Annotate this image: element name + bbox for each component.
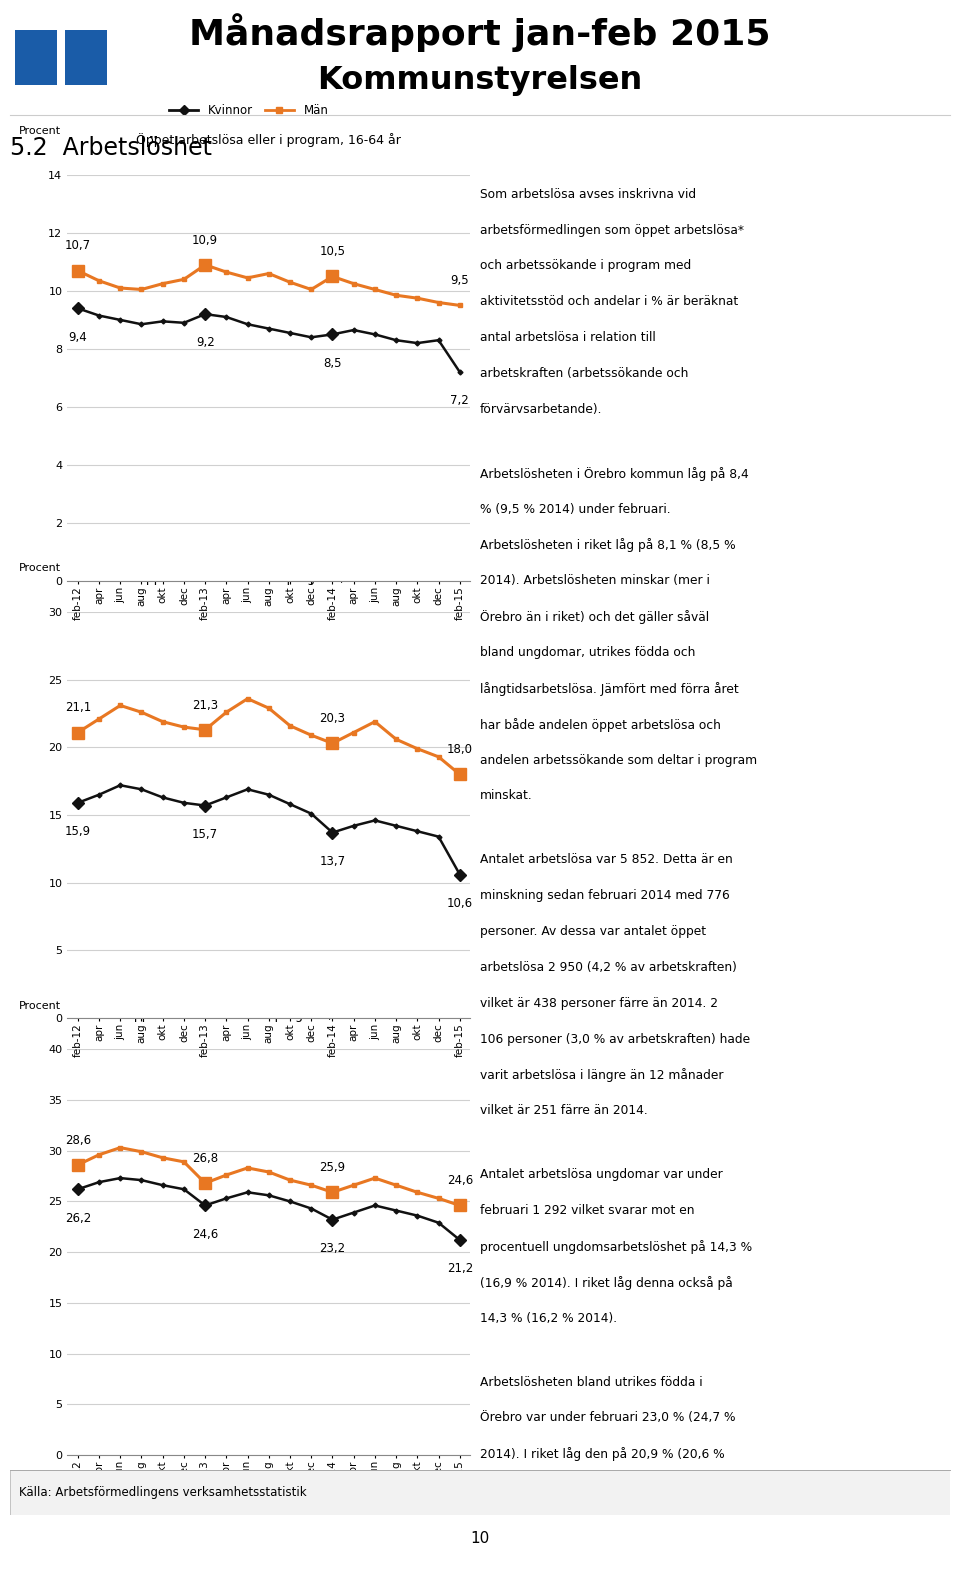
Title: Öppet arbetslösa eller i program, 16-64 år: Öppet arbetslösa eller i program, 16-64 … [136, 133, 401, 148]
Text: 26,8: 26,8 [192, 1152, 218, 1165]
FancyBboxPatch shape [65, 30, 107, 85]
Text: Örebro än i riket) och det gäller såväl: Örebro än i riket) och det gäller såväl [480, 611, 709, 625]
Text: 24,6: 24,6 [192, 1228, 218, 1240]
Text: 24,6: 24,6 [446, 1174, 473, 1187]
Text: 10,7: 10,7 [64, 239, 91, 253]
Text: personer. Av dessa var antalet öppet: personer. Av dessa var antalet öppet [480, 925, 707, 939]
Text: Procent: Procent [19, 564, 60, 573]
Text: Källa: Arbetsförmedlingens verksamhetsstatistik: Källa: Arbetsförmedlingens verksamhetsst… [19, 1485, 306, 1499]
Text: 9,4: 9,4 [68, 331, 87, 344]
Text: och arbetssökande i program med: och arbetssökande i program med [480, 259, 691, 273]
Text: 18,0: 18,0 [446, 743, 472, 757]
Text: 2014). I riket låg den på 20,9 % (20,6 %: 2014). I riket låg den på 20,9 % (20,6 % [480, 1448, 725, 1462]
Text: vilket är 251 färre än 2014.: vilket är 251 färre än 2014. [480, 1104, 648, 1118]
Text: 10,5: 10,5 [320, 245, 346, 257]
Text: 9,2: 9,2 [196, 336, 214, 350]
Text: 2014).: 2014). [480, 1484, 519, 1496]
Text: arbetskraften (arbetssökande och: arbetskraften (arbetssökande och [480, 367, 688, 380]
Text: aktivitetsstöd och andelar i % är beräknat: aktivitetsstöd och andelar i % är beräkn… [480, 295, 738, 308]
Text: Arbetslösheten bland utrikes födda i: Arbetslösheten bland utrikes födda i [480, 1375, 703, 1388]
Text: Procent: Procent [19, 1000, 60, 1011]
Legend: Kvinnor, Män: Kvinnor, Män [164, 537, 333, 559]
Text: 15,9: 15,9 [64, 826, 91, 838]
Text: 5.2  Arbetslöshet: 5.2 Arbetslöshet [10, 137, 211, 160]
Text: 23,2: 23,2 [320, 1242, 346, 1254]
Legend: Kvinnor, Män: Kvinnor, Män [164, 973, 333, 997]
Legend: Kvinnor, Män: Kvinnor, Män [164, 100, 333, 122]
Text: 2014). Arbetslösheten minskar (mer i: 2014). Arbetslösheten minskar (mer i [480, 575, 709, 587]
Title: Öppet arbetslösa eller i program, 18-24 år: Öppet arbetslösa eller i program, 18-24 … [136, 570, 401, 584]
Text: 8,5: 8,5 [324, 356, 342, 369]
Text: 26,2: 26,2 [64, 1212, 91, 1225]
Title: Öppet arbetslösa eller i program, utrikesfödda: Öppet arbetslösa eller i program, utrike… [124, 1008, 414, 1022]
Text: 20,3: 20,3 [320, 713, 346, 725]
Text: (16,9 % 2014). I riket låg denna också på: (16,9 % 2014). I riket låg denna också p… [480, 1276, 732, 1291]
FancyBboxPatch shape [10, 1470, 950, 1515]
Text: 15,7: 15,7 [192, 827, 218, 842]
Text: 21,2: 21,2 [446, 1262, 473, 1275]
Text: 10: 10 [470, 1531, 490, 1546]
Text: långtidsarbetslösa. Jämfört med förra året: långtidsarbetslösa. Jämfört med förra år… [480, 681, 739, 696]
Text: 13,7: 13,7 [320, 856, 346, 868]
Text: 25,9: 25,9 [320, 1162, 346, 1174]
Text: arbetsförmedlingen som öppet arbetslösa*: arbetsförmedlingen som öppet arbetslösa* [480, 223, 744, 237]
Text: förvärvsarbetande).: förvärvsarbetande). [480, 403, 603, 416]
Text: bland ungdomar, utrikes födda och: bland ungdomar, utrikes födda och [480, 645, 695, 659]
Text: 28,6: 28,6 [64, 1134, 91, 1146]
Text: 106 personer (3,0 % av arbetskraften) hade: 106 personer (3,0 % av arbetskraften) ha… [480, 1033, 750, 1046]
Text: Kommunstyrelsen: Kommunstyrelsen [318, 64, 642, 96]
Text: 7,2: 7,2 [450, 394, 469, 407]
Text: minskat.: minskat. [480, 790, 533, 802]
Text: 14,3 % (16,2 % 2014).: 14,3 % (16,2 % 2014). [480, 1311, 617, 1325]
Text: Antalet arbetslösa ungdomar var under: Antalet arbetslösa ungdomar var under [480, 1168, 723, 1181]
Text: antal arbetslösa i relation till: antal arbetslösa i relation till [480, 331, 656, 344]
Text: arbetslösa 2 950 (4,2 % av arbetskraften): arbetslösa 2 950 (4,2 % av arbetskraften… [480, 961, 737, 973]
Text: 10,9: 10,9 [192, 234, 218, 246]
Text: andelen arbetssökande som deltar i program: andelen arbetssökande som deltar i progr… [480, 754, 757, 766]
Text: minskning sedan februari 2014 med 776: minskning sedan februari 2014 med 776 [480, 889, 730, 903]
Text: vilket är 438 personer färre än 2014. 2: vilket är 438 personer färre än 2014. 2 [480, 997, 718, 1010]
Text: Antalet arbetslösa var 5 852. Detta är en: Antalet arbetslösa var 5 852. Detta är e… [480, 854, 732, 867]
Text: 21,3: 21,3 [192, 699, 218, 711]
Text: Arbetslösheten i Örebro kommun låg på 8,4: Arbetslösheten i Örebro kommun låg på 8,… [480, 466, 749, 480]
FancyBboxPatch shape [15, 30, 57, 85]
Text: Procent: Procent [19, 126, 60, 137]
Text: Månadsrapport jan-feb 2015: Månadsrapport jan-feb 2015 [189, 14, 771, 52]
Text: 10,6: 10,6 [446, 896, 473, 911]
Text: procentuell ungdomsarbetslöshet på 14,3 %: procentuell ungdomsarbetslöshet på 14,3 … [480, 1240, 752, 1254]
Text: % (9,5 % 2014) under februari.: % (9,5 % 2014) under februari. [480, 502, 671, 515]
Text: varit arbetslösa i längre än 12 månader: varit arbetslösa i längre än 12 månader [480, 1069, 724, 1082]
Text: Som arbetslösa avses inskrivna vid: Som arbetslösa avses inskrivna vid [480, 188, 696, 201]
Text: 21,1: 21,1 [64, 702, 91, 714]
Text: februari 1 292 vilket svarar mot en: februari 1 292 vilket svarar mot en [480, 1204, 694, 1217]
Text: har både andelen öppet arbetslösa och: har både andelen öppet arbetslösa och [480, 717, 721, 732]
Text: 9,5: 9,5 [450, 275, 469, 287]
Text: Arbetslösheten i riket låg på 8,1 % (8,5 %: Arbetslösheten i riket låg på 8,1 % (8,5… [480, 539, 735, 553]
Text: Örebro var under februari 23,0 % (24,7 %: Örebro var under februari 23,0 % (24,7 % [480, 1411, 735, 1424]
